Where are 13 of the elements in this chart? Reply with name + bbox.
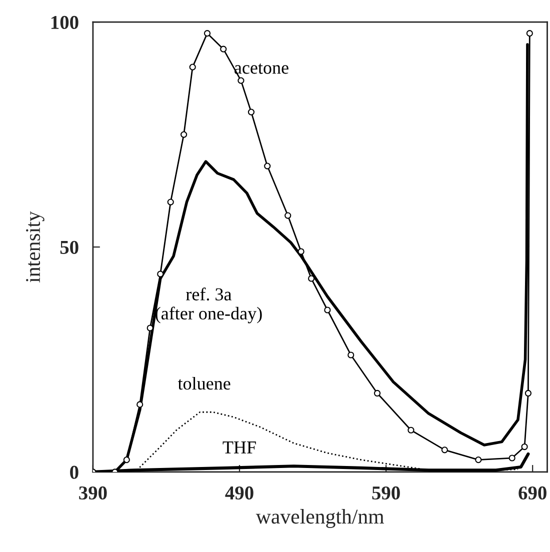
- series-label: acetone: [234, 63, 288, 74]
- series-label: THF: [222, 442, 256, 454]
- x-tick-label: 690: [518, 486, 546, 500]
- series-label: toluene: [178, 376, 230, 390]
- y-tick-label: 0: [70, 466, 78, 479]
- x-tick-label: 490: [225, 486, 254, 500]
- y-tick-label: 50: [60, 240, 78, 254]
- x-axis-title: wavelength/nm: [256, 509, 384, 528]
- series-label: ref. 3a (after one-day): [156, 288, 262, 324]
- x-tick-label: 390: [79, 486, 107, 500]
- x-tick-label: 590: [372, 486, 400, 500]
- y-tick-label: 100: [51, 16, 78, 30]
- y-axis-title: intensity: [26, 211, 44, 282]
